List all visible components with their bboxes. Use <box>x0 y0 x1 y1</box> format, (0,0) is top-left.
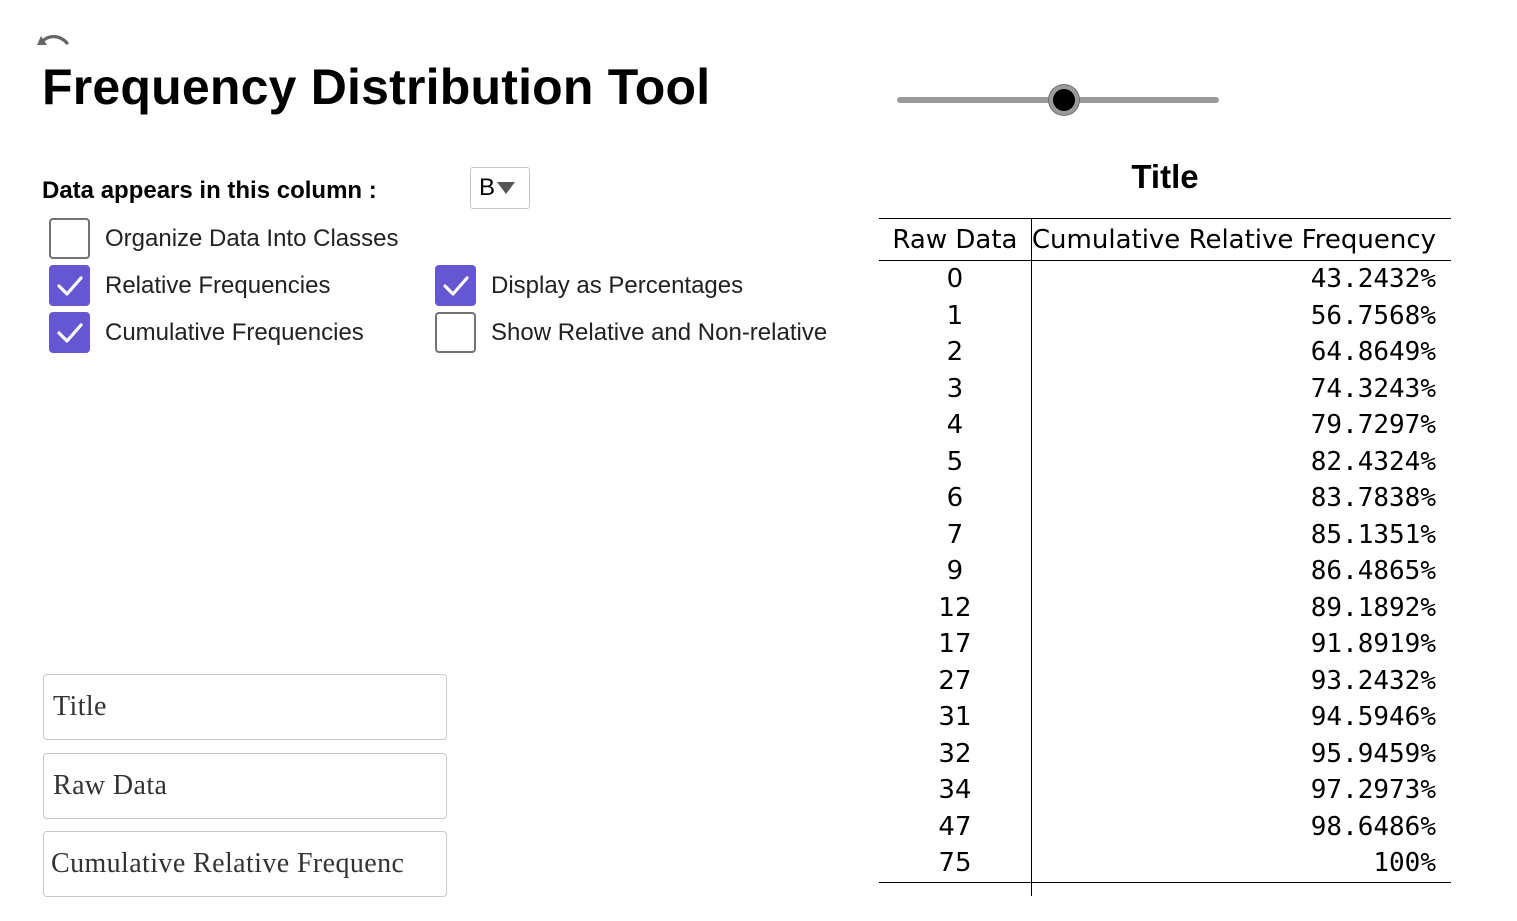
table-footer-cell <box>1031 881 1451 896</box>
raw-data-cell: 31 <box>879 699 1032 736</box>
table-row: 12 89.1892% <box>879 589 1451 626</box>
display-percentages-checkbox[interactable] <box>435 265 476 306</box>
frequency-header-field[interactable] <box>43 831 447 897</box>
frequency-cell: 95.9459% <box>1310 738 1436 769</box>
table-footer-cell <box>879 881 1032 896</box>
table-row: 31 94.5946% <box>879 699 1451 736</box>
undo-icon <box>37 35 69 45</box>
display-percentages-label: Display as Percentages <box>491 271 744 299</box>
display-percentages-option[interactable]: Display as Percentages <box>435 265 743 306</box>
check-icon <box>56 275 83 296</box>
raw-data-cell: 0 <box>879 260 1032 298</box>
check-icon <box>56 322 83 343</box>
table-row: 4 79.7297% <box>879 407 1451 444</box>
frequency-cell: 74.3243% <box>1310 373 1436 404</box>
frequency-cell: 79.7297% <box>1310 410 1436 440</box>
organize-classes-label: Organize Data Into Classes <box>105 224 399 252</box>
frequency-cell: 56.7568% <box>1310 300 1436 331</box>
slider-thumb[interactable] <box>1049 85 1080 115</box>
show-relative-nonrelative-checkbox[interactable] <box>435 312 476 353</box>
raw-data-cell: 1 <box>879 297 1032 334</box>
table-row: 17 91.8919% <box>879 626 1451 663</box>
column-dropdown[interactable]: B <box>470 167 530 209</box>
check-icon <box>442 275 469 296</box>
frequency-cell: 86.4865% <box>1310 556 1436 586</box>
relative-frequencies-checkbox[interactable] <box>49 265 90 306</box>
frequency-table: Raw Data Cumulative Relative Frequency 0… <box>879 218 1451 896</box>
undo-button[interactable] <box>33 28 71 52</box>
cumulative-frequencies-label: Cumulative Frequencies <box>105 318 364 346</box>
table-header-row: Raw Data Cumulative Relative Frequency <box>879 218 1451 261</box>
organize-classes-checkbox[interactable] <box>49 218 90 259</box>
frequency-cell: 100% <box>1373 848 1436 878</box>
raw-data-cell: 17 <box>879 626 1032 663</box>
frequency-header-input[interactable] <box>44 832 446 896</box>
frequency-cell: 98.6486% <box>1310 811 1436 842</box>
raw-data-header-field[interactable] <box>43 753 447 819</box>
frequency-cell: 43.2432% <box>1310 264 1436 294</box>
raw-data-header-input[interactable] <box>44 754 446 818</box>
raw-data-cell: 47 <box>879 808 1032 845</box>
table-footer-row <box>879 881 1451 896</box>
table-row: 75 100% <box>879 845 1451 882</box>
column-dropdown-value: B <box>479 174 496 201</box>
raw-data-cell: 7 <box>879 516 1032 553</box>
table-title: Title <box>1131 158 1199 195</box>
raw-data-cell: 9 <box>879 553 1032 590</box>
frequency-cell: 93.2432% <box>1310 665 1436 696</box>
table-row: 0 43.2432% <box>879 260 1451 298</box>
frequency-cell: 94.5946% <box>1310 702 1436 732</box>
title-input[interactable] <box>44 675 446 739</box>
raw-data-cell: 32 <box>879 735 1032 772</box>
slider[interactable] <box>895 84 1221 116</box>
frequency-cell: 82.4324% <box>1310 446 1436 477</box>
table-row: 34 97.2973% <box>879 772 1451 809</box>
frequency-column-header: Cumulative Relative Frequency <box>1031 218 1451 261</box>
raw-data-cell: 3 <box>879 370 1032 407</box>
raw-data-cell: 2 <box>879 334 1032 371</box>
title-field[interactable] <box>43 674 447 740</box>
table-row: 27 93.2432% <box>879 662 1451 699</box>
column-select-label: Data appears in this column : <box>42 177 377 204</box>
relative-frequencies-option[interactable]: Relative Frequencies <box>49 265 330 306</box>
cumulative-frequencies-option[interactable]: Cumulative Frequencies <box>49 312 364 353</box>
raw-data-cell: 6 <box>879 480 1032 517</box>
frequency-cell: 83.7838% <box>1310 483 1436 513</box>
raw-data-cell: 34 <box>879 772 1032 809</box>
frequency-cell: 97.2973% <box>1310 775 1436 805</box>
raw-data-cell: 75 <box>879 845 1032 882</box>
frequency-cell: 91.8919% <box>1310 629 1436 659</box>
table-row: 6 83.7838% <box>879 480 1451 517</box>
show-relative-nonrelative-option[interactable]: Show Relative and Non-relative <box>435 312 827 353</box>
raw-data-cell: 4 <box>879 407 1032 444</box>
table-row: 5 82.4324% <box>879 443 1451 480</box>
frequency-cell: 64.8649% <box>1310 337 1436 367</box>
organize-classes-option[interactable]: Organize Data Into Classes <box>49 218 398 259</box>
raw-data-cell: 5 <box>879 443 1032 480</box>
frequency-cell: 89.1892% <box>1310 592 1436 623</box>
table-row: 9 86.4865% <box>879 553 1451 590</box>
relative-frequencies-label: Relative Frequencies <box>105 271 331 299</box>
chevron-down-icon <box>497 182 516 194</box>
table-row: 7 85.1351% <box>879 516 1451 553</box>
show-relative-nonrelative-label: Show Relative and Non-relative <box>491 318 828 346</box>
app-title: Frequency Distribution Tool <box>42 59 711 115</box>
table-row: 2 64.8649% <box>879 334 1451 371</box>
table-row: 32 95.9459% <box>879 735 1451 772</box>
raw-data-column-header: Raw Data <box>879 218 1032 261</box>
raw-data-cell: 27 <box>879 662 1032 699</box>
table-row: 3 74.3243% <box>879 370 1451 407</box>
table-row: 47 98.6486% <box>879 808 1451 845</box>
raw-data-cell: 12 <box>879 589 1032 626</box>
table-row: 1 56.7568% <box>879 297 1451 334</box>
frequency-cell: 85.1351% <box>1310 519 1436 550</box>
cumulative-frequencies-checkbox[interactable] <box>49 312 90 353</box>
